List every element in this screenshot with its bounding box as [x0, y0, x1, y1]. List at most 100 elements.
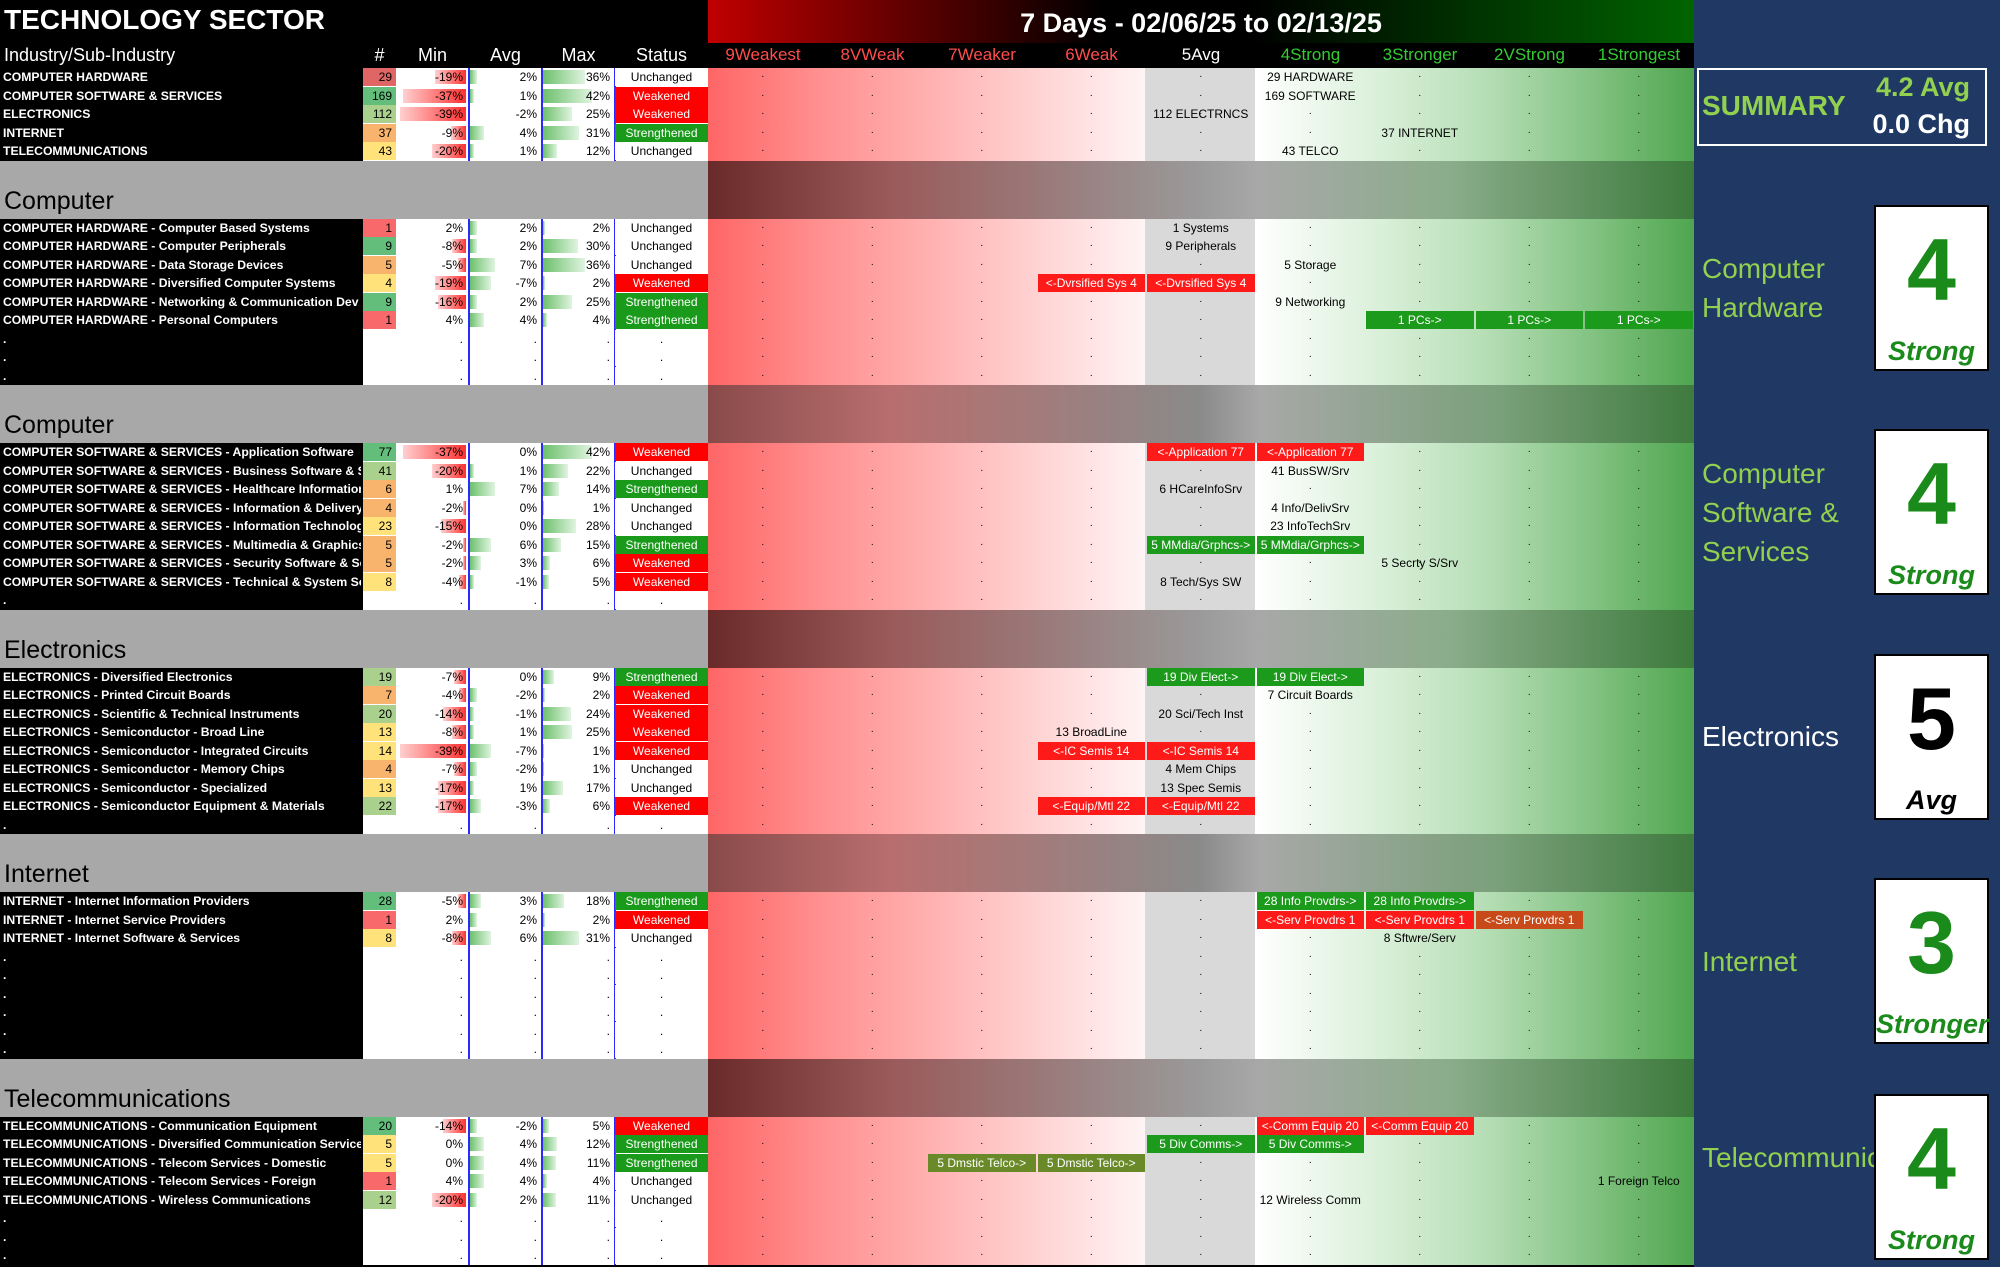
row-avg: . [470, 348, 540, 366]
row-max: 5% [543, 572, 613, 591]
bucket-dot: . [870, 219, 874, 231]
row-min: 4% [396, 1172, 466, 1190]
row-min: -4% [396, 686, 466, 704]
row-count: 28 [363, 892, 396, 910]
bucket-dot: . [761, 481, 765, 492]
bucket-dot: . [1199, 761, 1203, 772]
bucket-dot: . [1199, 687, 1203, 698]
bucket-dot: . [870, 69, 874, 80]
min-value: -17% [434, 780, 463, 795]
bucket-dot: . [980, 1041, 984, 1052]
col-header-industry: Industry/Sub-Industry [4, 45, 176, 65]
bucket-dot: . [1199, 1041, 1203, 1052]
row-min: . [396, 348, 466, 366]
bucket-dot: . [1527, 705, 1531, 717]
bucket-dot: . [870, 724, 874, 735]
section-left-bg [0, 1116, 363, 1265]
bucket-dot: . [870, 555, 874, 566]
max-value: 17% [585, 780, 610, 795]
avg-bar [470, 144, 474, 158]
score-box: 4 Strong [1874, 1093, 1989, 1260]
min-bar [432, 463, 466, 478]
bucket-dot: . [761, 256, 765, 268]
bucket-dot: . [870, 779, 874, 791]
avg-value: 4% [519, 125, 537, 140]
max-bar [543, 780, 563, 795]
bucket-dot: . [1418, 330, 1422, 342]
bucket-dot: . [1418, 555, 1422, 566]
row-count: 112 [363, 105, 396, 123]
sidebar-industry-name: Internet [1702, 945, 1797, 977]
bucket-dot: . [1637, 1191, 1641, 1203]
bucket-dot: . [1527, 330, 1531, 342]
ranking-label: <-Comm Equip 20 [1256, 1116, 1364, 1135]
bucket-dot: . [1199, 893, 1203, 904]
bucket-dot: . [870, 668, 874, 680]
row-count [363, 1003, 396, 1021]
col-header-max: Max [561, 45, 596, 65]
bucket-dot: . [1527, 275, 1531, 286]
min-bar [462, 537, 466, 552]
row-min: -9% [396, 123, 466, 142]
bucket-dot: . [1418, 573, 1422, 585]
row-min: -17% [396, 778, 466, 797]
col-header-status: Status [635, 45, 688, 65]
bucket-dot: . [761, 1191, 765, 1203]
avg-value: 0% [519, 445, 537, 459]
max-bar [543, 88, 592, 103]
row-label: . [3, 331, 7, 346]
bucket-dot: . [1199, 1247, 1203, 1258]
row-min: -14% [396, 704, 466, 723]
min-bar [457, 257, 466, 272]
row-status: Weakened [615, 741, 708, 760]
score-word: Strong [1888, 335, 1975, 366]
row-max: 25% [543, 292, 613, 311]
row-min: -37% [396, 443, 466, 461]
bucket-dot: . [1308, 349, 1312, 360]
avg-value: 7% [519, 482, 537, 496]
bucket-dot: . [870, 275, 874, 286]
bucket-dot: . [980, 1228, 984, 1240]
bucket-dot: . [870, 967, 874, 978]
min-bar [454, 762, 466, 776]
row-min: -8% [396, 723, 466, 741]
avg-column-band [1145, 218, 1255, 385]
bucket-dot: . [980, 499, 984, 511]
max-value: 14% [585, 482, 610, 496]
bucket-dot: . [870, 798, 874, 809]
min-bar [454, 669, 466, 684]
row-count [363, 984, 396, 1003]
row-status: . [615, 815, 708, 834]
row-label: TELECOMMUNICATIONS [3, 144, 148, 158]
row-count [363, 348, 396, 366]
bucket-dot: . [1418, 499, 1422, 511]
row-status: Strengthened [615, 292, 708, 311]
ranking-label: 13 Spec Semis [1160, 780, 1242, 795]
bucket-dot: . [1308, 1041, 1312, 1052]
strong-zone-band [1255, 667, 1694, 834]
max-value: 1% [592, 500, 610, 515]
bucket-dot: . [870, 930, 874, 941]
bucket-dot: . [761, 1154, 765, 1166]
row-label: COMPUTER SOFTWARE & SERVICES - Business … [3, 463, 361, 478]
min-bar [399, 743, 466, 758]
column-divider [541, 892, 543, 1059]
bucket-dot: . [1308, 69, 1312, 80]
row-status: Strengthened [615, 667, 708, 686]
bucket-dot: . [1637, 1041, 1641, 1052]
bucket-dot: . [1199, 106, 1203, 117]
bucket-dot: . [1418, 1247, 1422, 1258]
row-max: 12% [543, 1135, 613, 1153]
bucket-dot: . [980, 798, 984, 809]
bucket-dot: . [1527, 1173, 1531, 1184]
bucket-dot: . [1527, 87, 1531, 99]
avg-bar [470, 88, 474, 103]
row-status: Unchanged [615, 142, 708, 160]
summary-box [1697, 68, 1987, 146]
bucket-dot: . [1527, 219, 1531, 231]
row-avg: 4% [470, 1135, 540, 1153]
bucket-dot: . [1308, 499, 1312, 511]
ranking-label: 12 Wireless Comm [1259, 1192, 1361, 1207]
bucket-dot: . [1199, 1191, 1203, 1203]
row-max: . [543, 1040, 613, 1058]
